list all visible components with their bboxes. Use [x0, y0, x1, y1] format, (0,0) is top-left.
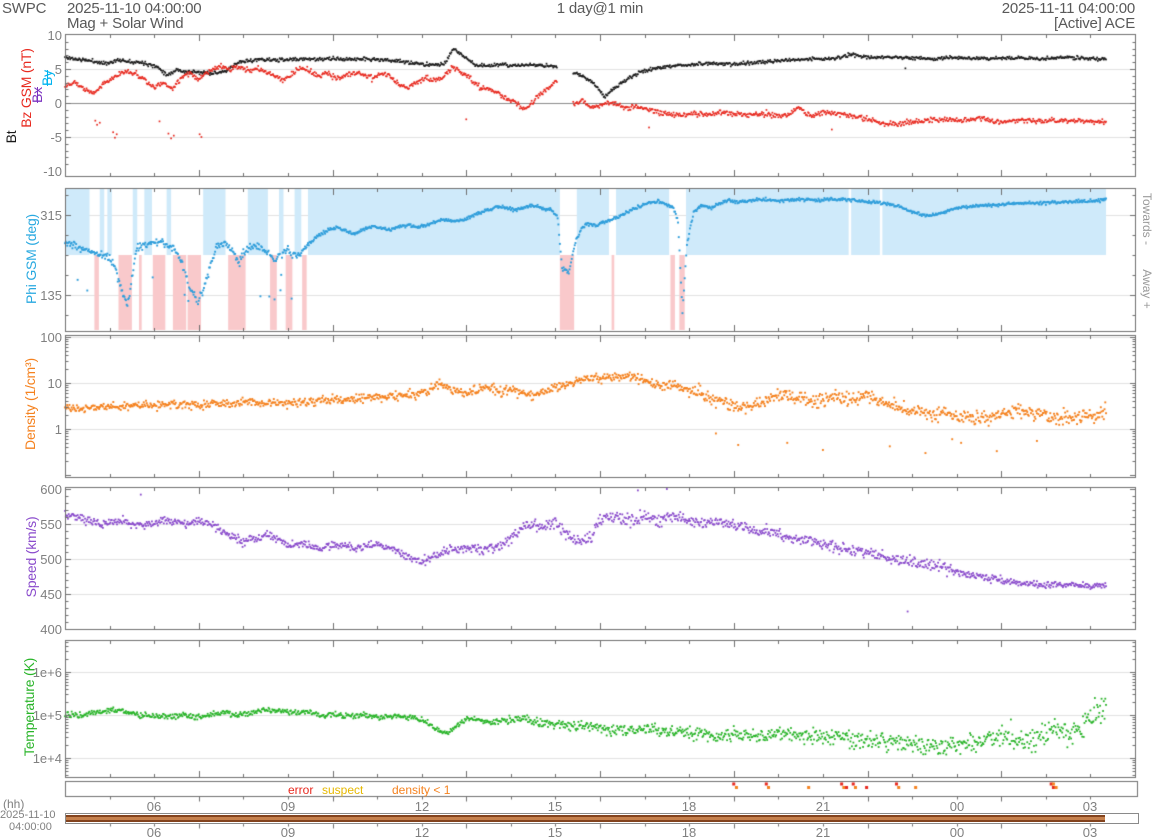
y-tick-label: 550 [40, 517, 62, 532]
status-badge: [Active] ACE [1054, 15, 1135, 32]
hour-label: 03 [1082, 799, 1098, 814]
y-tick-label: 100 [40, 330, 62, 345]
hour-label: 15 [547, 825, 563, 838]
hour-label: 00 [949, 799, 965, 814]
y-tick-label: 1 [54, 422, 62, 437]
resolution-label: 1 day@1 min [556, 0, 644, 17]
hour-label: 00 [949, 825, 965, 838]
y-tick-label: 5 [54, 62, 62, 77]
hour-label: 12 [414, 799, 430, 814]
end-datetime: 2025-11-11 04:00:00 [1001, 0, 1135, 17]
y-tick-label: 1e+4 [32, 751, 62, 766]
hour-label: 15 [547, 799, 563, 814]
y-tick-label: 10 [47, 376, 62, 391]
start-datetime: 2025-11-10 04:00:00 [67, 0, 202, 17]
time-range-scrollbar[interactable] [65, 813, 1139, 824]
y-tick-label: 1e+6 [32, 665, 62, 680]
swpc-logo-text: SWPC [2, 0, 47, 17]
legend-error: error [288, 783, 314, 797]
hour-label: 06 [146, 799, 162, 814]
legend-suspect: suspect [322, 783, 364, 797]
y-tick-label: 315 [40, 208, 62, 223]
y-tick-label: 450 [40, 587, 62, 602]
page-title: Mag + Solar Wind [67, 15, 184, 32]
y-tick-label: -5 [50, 130, 62, 145]
y-tick-label: 600 [40, 482, 62, 497]
hour-label: 06 [146, 825, 162, 838]
hour-label: 18 [681, 799, 697, 814]
legend-density-lt1: density < 1 [392, 783, 451, 797]
hour-label: 03 [1082, 825, 1098, 838]
away-sector-label: Away + [1140, 269, 1154, 309]
y-tick-label: 500 [40, 552, 62, 567]
bt-series-label[interactable]: Bt [3, 130, 19, 144]
hour-label: 21 [815, 825, 831, 838]
hour-label: 18 [681, 825, 697, 838]
time-range-thumb[interactable] [66, 815, 1105, 822]
hour-unit-label: (hh) [3, 797, 25, 811]
hour-label: 12 [414, 825, 430, 838]
y-tick-label: 400 [40, 622, 62, 637]
y-tick-label: -10 [43, 164, 62, 179]
hour-label: 09 [280, 799, 296, 814]
axis-date-label: 2025-11-10 [0, 809, 56, 821]
towards-sector-label: Towards - [1140, 192, 1154, 246]
density-axis-label: Density (1/cm³) [22, 358, 38, 450]
hour-label: 21 [815, 799, 831, 814]
axis-time-label: 04:00:00 [9, 821, 52, 833]
y-tick-label: 0 [54, 96, 62, 111]
hour-label: 09 [280, 825, 296, 838]
y-tick-label: 135 [40, 288, 62, 303]
y-tick-label: 10 [47, 28, 62, 43]
y-tick-label: 1e+5 [32, 708, 62, 723]
